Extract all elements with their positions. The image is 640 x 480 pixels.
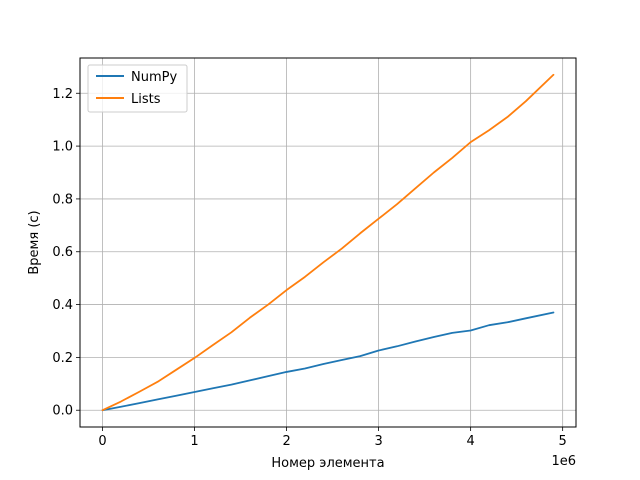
x-tick-label: 2 — [282, 434, 290, 449]
series-layer — [101, 73, 555, 412]
y-tick-label: 1.2 — [52, 87, 73, 102]
x-axis-offset-text: 1e6 — [551, 454, 576, 469]
x-tick-label: 5 — [559, 434, 567, 449]
ticks: 0 1 2 3 4 5 0.0 0.2 0.4 0.6 0.8 1.0 1.2 — [52, 87, 566, 449]
y-tick-label: 1.0 — [52, 140, 73, 155]
y-tick-label: 0.6 — [52, 245, 73, 260]
series-line-lists — [101, 73, 555, 412]
series-line-numpy — [101, 311, 555, 412]
x-tick-label: 4 — [466, 434, 474, 449]
x-tick-label: 0 — [98, 434, 106, 449]
y-tick-label: 0.2 — [52, 351, 73, 366]
y-tick-label: 0.4 — [52, 298, 73, 313]
x-tick-label: 3 — [374, 434, 382, 449]
legend: NumPy Lists — [87, 64, 188, 113]
plot-frame — [79, 57, 577, 428]
y-tick-label: 0.0 — [52, 404, 73, 419]
y-axis-label: Время (с) — [27, 210, 42, 274]
x-axis-label: Номер элемента — [271, 456, 384, 471]
legend-label-numpy: NumPy — [131, 70, 177, 85]
y-tick-label: 0.8 — [52, 192, 73, 207]
x-tick-label: 1 — [190, 434, 198, 449]
grid — [80, 58, 576, 427]
plot-area-background — [80, 58, 576, 427]
legend-label-lists: Lists — [131, 92, 161, 107]
